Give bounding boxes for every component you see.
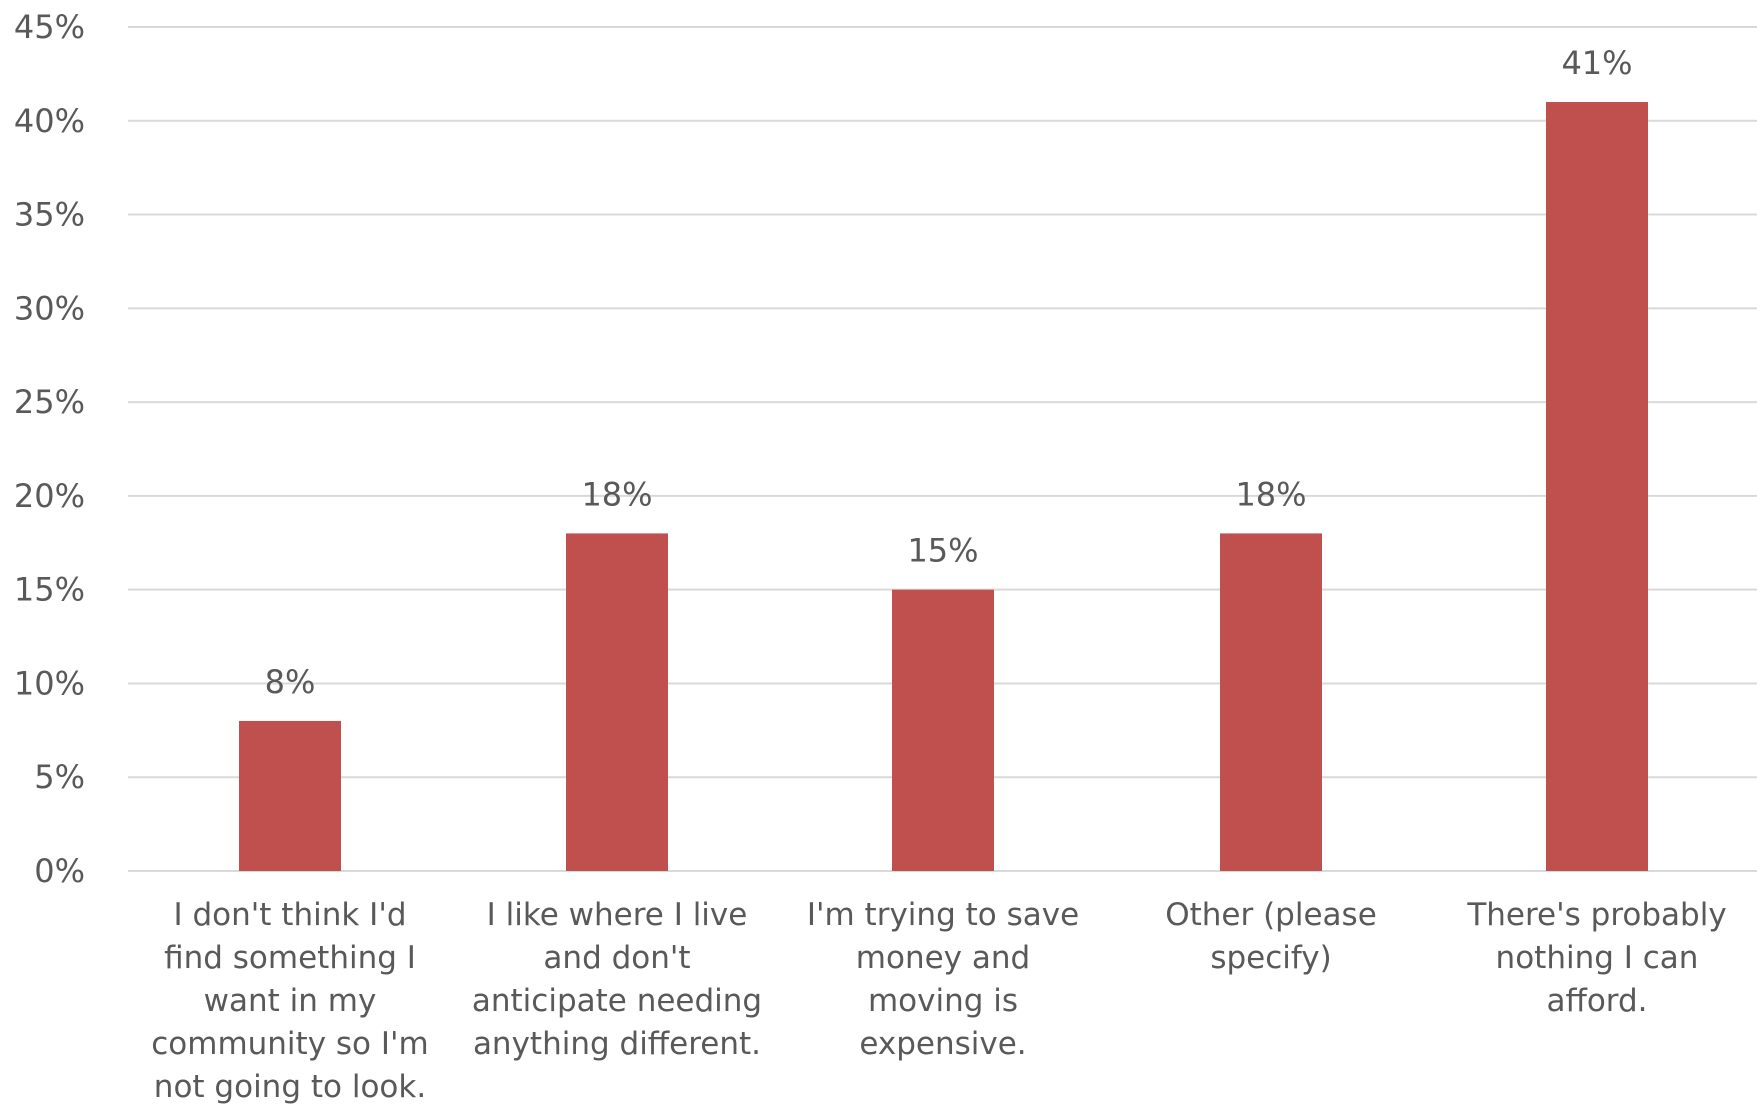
y-tick-label: 40% (14, 102, 85, 140)
x-category-label-line: I'm trying to save (807, 897, 1079, 933)
data-label: 15% (907, 532, 978, 570)
x-category-label-line: I don't think I'd (173, 897, 406, 933)
bars (239, 102, 1648, 872)
y-tick-label: 35% (14, 196, 85, 234)
x-category-label: There's probably nothing I can afford. (1466, 897, 1726, 1019)
x-category-label-line: anything different. (473, 1026, 761, 1062)
y-axis-tick-labels: 0% 5% 10% 15% 20% 25% 30% 35% 40% 45% (14, 8, 85, 890)
y-tick-label: 45% (14, 8, 85, 46)
y-tick-label: 15% (14, 571, 85, 609)
y-tick-label: 20% (14, 477, 85, 515)
x-category-label-line: I like where I live (487, 897, 748, 933)
y-tick-label: 25% (14, 383, 85, 421)
bar (892, 589, 994, 871)
data-labels: 8% 18% 15% 18% 41% (265, 44, 1633, 701)
x-category-label-line: find something I (164, 940, 416, 976)
bar (1220, 533, 1322, 871)
x-category-label-line: want in my (204, 983, 377, 1019)
y-tick-label: 0% (34, 852, 85, 890)
bar (1546, 102, 1648, 872)
data-label: 18% (1235, 475, 1306, 513)
y-tick-label: 10% (14, 664, 85, 702)
x-category-label-line: Other (please (1165, 897, 1377, 933)
y-tick-label: 5% (34, 758, 85, 796)
x-category-label-line: and don't (543, 940, 690, 976)
bar (239, 720, 341, 871)
x-category-label: Other (please specify) (1165, 897, 1377, 976)
x-category-label: I'm trying to save money and moving is expe… (807, 897, 1079, 1062)
data-label: 18% (581, 475, 652, 513)
x-category-label-line: There's probably (1466, 897, 1726, 933)
x-category-label-line: money and (856, 940, 1030, 976)
y-tick-label: 30% (14, 289, 85, 327)
grid-layer (128, 26, 1757, 872)
data-label: 8% (265, 663, 316, 701)
x-category-label-line: expensive. (859, 1026, 1026, 1062)
x-category-label-line: not going to look. (154, 1069, 426, 1105)
x-category-label: I like where I live and don't anticipate n… (472, 897, 762, 1062)
x-category-label-line: specify) (1210, 940, 1331, 976)
x-axis-category-labels: I don't think I'd find something I want in… (151, 897, 1726, 1105)
x-category-label-line: moving is (868, 983, 1018, 1019)
x-category-label-line: community so I'm (151, 1026, 429, 1062)
bar (566, 533, 668, 871)
x-category-label-line: nothing I can (1496, 940, 1699, 976)
x-category-label: I don't think I'd find something I want in… (151, 897, 429, 1105)
data-label: 41% (1561, 44, 1632, 82)
x-category-label-line: afford. (1546, 983, 1647, 1019)
x-category-label-line: anticipate needing (472, 983, 762, 1019)
